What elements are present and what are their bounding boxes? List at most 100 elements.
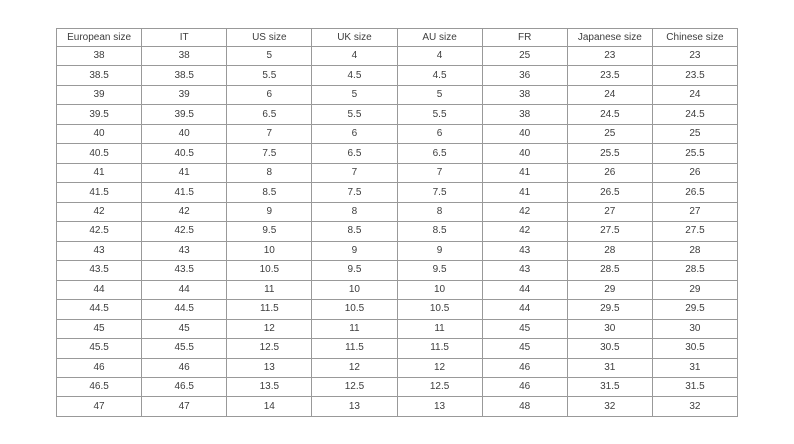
table-cell: 47	[141, 396, 228, 417]
table-row: 46 46 13 12 12 46 31 31	[55, 357, 739, 378]
table-cell: 29.5	[566, 299, 653, 320]
table-cell: 25.5	[651, 143, 739, 164]
table-cell: 46.5	[141, 376, 228, 398]
table-cell: 9	[226, 201, 313, 223]
table-cell: 8	[226, 162, 313, 184]
table-cell: 45.5	[141, 338, 228, 359]
table-cell: 46	[55, 357, 143, 378]
column-header-japanese-size: Japanese size	[566, 28, 653, 47]
table-cell: 29	[651, 279, 739, 301]
table-cell: 12.5	[226, 338, 313, 359]
table-cell: 10.5	[226, 260, 313, 281]
table-cell: 39	[55, 84, 143, 106]
table-cell: 13.5	[226, 376, 313, 398]
table-cell: 41.5	[141, 182, 228, 203]
table-cell: 42.5	[55, 221, 143, 242]
table-cell: 40	[55, 123, 143, 145]
table-cell: 40	[481, 143, 568, 164]
table-cell: 23.5	[566, 65, 653, 86]
table-row: 43 43 10 9 9 43 28 28	[55, 240, 739, 262]
table-cell: 38.5	[55, 65, 143, 86]
table-cell: 43.5	[141, 260, 228, 281]
table-row: 44.5 44.5 11.5 10.5 10.5 44 29.5 29.5	[55, 299, 739, 320]
table-cell: 45	[481, 318, 568, 340]
table-cell: 44.5	[55, 299, 143, 320]
table-cell: 30.5	[566, 338, 653, 359]
table-cell: 40.5	[141, 143, 228, 164]
table-cell: 9	[396, 240, 483, 262]
table-cell: 44	[55, 279, 143, 301]
table-row: 38 38 5 4 4 25 23 23	[55, 45, 739, 67]
table-cell: 45.5	[55, 338, 143, 359]
table-cell: 12	[226, 318, 313, 340]
table-cell: 28	[566, 240, 653, 262]
table-cell: 26.5	[566, 182, 653, 203]
table-cell: 43	[481, 240, 568, 262]
table-cell: 44	[481, 299, 568, 320]
table-cell: 29.5	[651, 299, 739, 320]
table-cell: 32	[566, 396, 653, 417]
table-row: 40 40 7 6 6 40 25 25	[55, 123, 739, 145]
table-cell: 25	[481, 45, 568, 67]
size-conversion-table-container: European size IT US size UK size AU size FR Ja…	[55, 28, 739, 417]
table-row: 45.5 45.5 12.5 11.5 11.5 45 30.5 30.5	[55, 338, 739, 359]
table-cell: 25.5	[566, 143, 653, 164]
table-cell: 26.5	[651, 182, 739, 203]
table-cell: 41	[481, 162, 568, 184]
table-row: 40.5 40.5 7.5 6.5 6.5 40 25.5 25.5	[55, 143, 739, 164]
table-row: 46.5 46.5 13.5 12.5 12.5 46 31.5 31.5	[55, 376, 739, 398]
table-cell: 9.5	[311, 260, 398, 281]
table-cell: 41	[481, 182, 568, 203]
table-cell: 23	[651, 45, 739, 67]
table-cell: 11.5	[226, 299, 313, 320]
table-cell: 5	[311, 84, 398, 106]
table-cell: 11.5	[396, 338, 483, 359]
table-cell: 40	[141, 123, 228, 145]
table-cell: 9.5	[396, 260, 483, 281]
table-cell: 38	[141, 45, 228, 67]
table-cell: 5.5	[311, 104, 398, 125]
table-cell: 7.5	[396, 182, 483, 203]
column-header-au-size: AU size	[396, 28, 483, 47]
header-row: European size IT US size UK size AU size FR Ja…	[55, 28, 739, 47]
table-cell: 38	[55, 45, 143, 67]
table-cell: 46.5	[55, 376, 143, 398]
table-row: 44 44 11 10 10 44 29 29	[55, 279, 739, 301]
column-header-chinese-size: Chinese size	[651, 28, 739, 47]
table-cell: 27	[566, 201, 653, 223]
table-cell: 41	[55, 162, 143, 184]
table-row: 39 39 6 5 5 38 24 24	[55, 84, 739, 106]
table-row: 42 42 9 8 8 42 27 27	[55, 201, 739, 223]
table-header: European size IT US size UK size AU size FR Ja…	[55, 28, 739, 47]
table-cell: 38	[481, 104, 568, 125]
table-cell: 7.5	[311, 182, 398, 203]
table-cell: 43	[55, 240, 143, 262]
table-cell: 7.5	[226, 143, 313, 164]
table-cell: 4	[311, 45, 398, 67]
table-cell: 29	[566, 279, 653, 301]
table-cell: 45	[481, 338, 568, 359]
table-cell: 9	[311, 240, 398, 262]
table-cell: 40	[481, 123, 568, 145]
table-cell: 13	[396, 396, 483, 417]
table-cell: 28.5	[566, 260, 653, 281]
table-cell: 46	[481, 357, 568, 378]
table-row: 47 47 14 13 13 48 32 32	[55, 396, 739, 417]
table-cell: 27.5	[566, 221, 653, 242]
table-cell: 7	[311, 162, 398, 184]
table-cell: 44	[481, 279, 568, 301]
table-cell: 14	[226, 396, 313, 417]
table-cell: 8.5	[311, 221, 398, 242]
table-cell: 25	[651, 123, 739, 145]
table-cell: 42.5	[141, 221, 228, 242]
table-cell: 5.5	[226, 65, 313, 86]
table-cell: 36	[481, 65, 568, 86]
table-cell: 6.5	[311, 143, 398, 164]
table-cell: 28	[651, 240, 739, 262]
table-cell: 11.5	[311, 338, 398, 359]
table-cell: 4.5	[311, 65, 398, 86]
table-cell: 25	[566, 123, 653, 145]
table-cell: 24.5	[566, 104, 653, 125]
table-cell: 12.5	[311, 376, 398, 398]
table-cell: 8	[396, 201, 483, 223]
